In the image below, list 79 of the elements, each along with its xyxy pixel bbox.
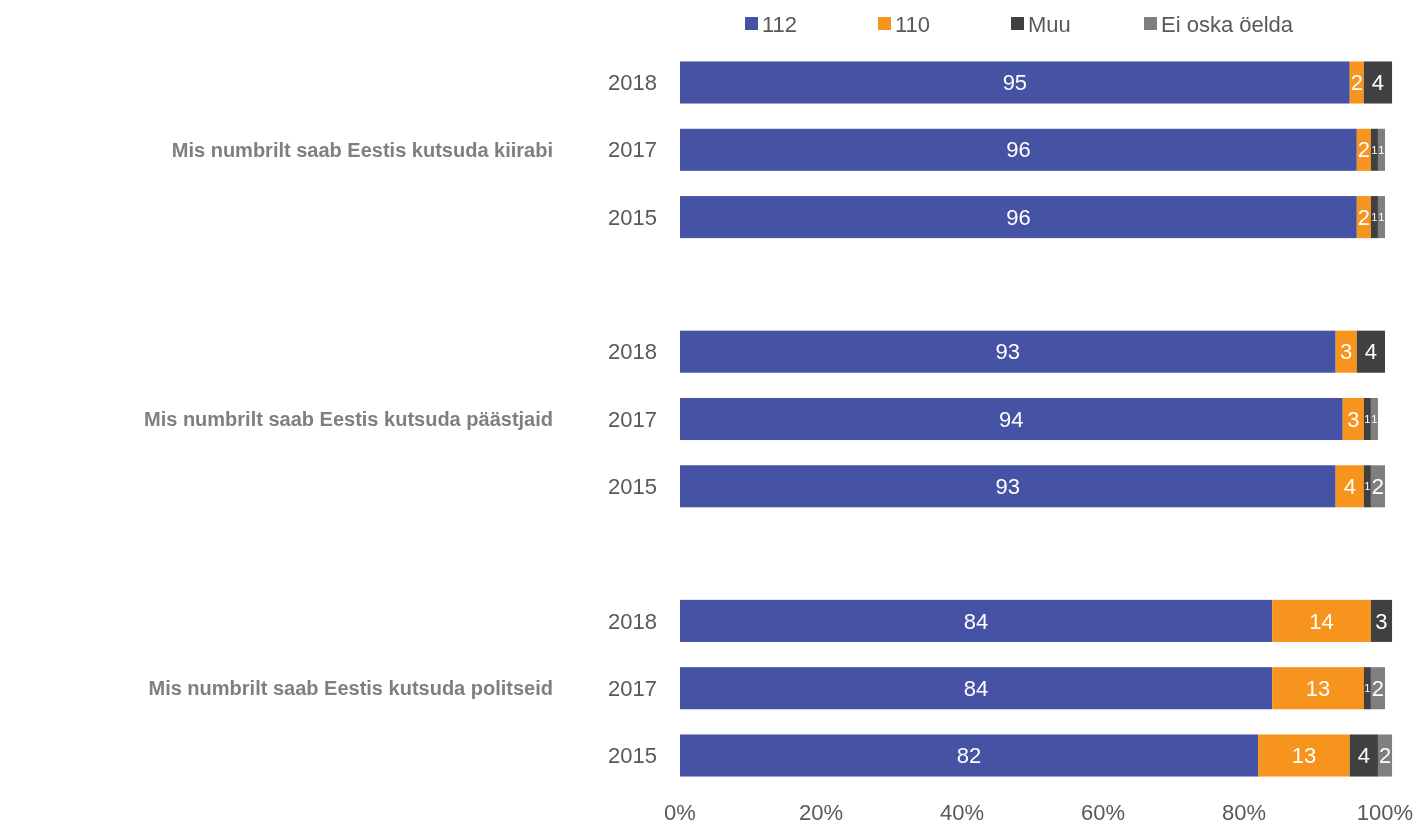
text: Mis numbrilt saab Eestis kutsuda politseid	[148, 677, 553, 700]
bar	[1335, 465, 1364, 508]
bar	[1363, 397, 1371, 441]
data-label: 93	[995, 339, 1021, 365]
x-tick-label: 40%	[939, 800, 985, 825]
data-label: 93	[995, 474, 1021, 499]
bar	[1370, 128, 1378, 171]
bar	[680, 599, 1273, 642]
bar	[680, 397, 1343, 441]
bar	[1272, 599, 1371, 642]
legend-label: 110	[895, 11, 931, 37]
y-tick-label: 2015	[608, 743, 657, 769]
data-label: 4	[1357, 743, 1370, 769]
data-label: 1	[1371, 412, 1378, 425]
bar	[680, 667, 1273, 710]
y-tick-label: 2015	[608, 474, 657, 499]
data-label: 96	[1006, 204, 1031, 230]
y-tick-label: 2017	[608, 675, 657, 701]
bar	[1272, 667, 1364, 710]
data-label: 1	[1364, 682, 1371, 695]
data-label: 1	[1378, 211, 1385, 224]
bar	[680, 330, 1336, 373]
legend-label: Muu	[1028, 11, 1071, 37]
data-label: 1	[1364, 412, 1371, 425]
x-tick-label: 80%	[1221, 800, 1267, 825]
bar	[1370, 196, 1378, 239]
data-label: 96	[1006, 137, 1031, 163]
data-label: 2	[1350, 70, 1363, 96]
data-label: 4	[1343, 474, 1356, 499]
data-label: 82	[956, 743, 982, 769]
data-label: 1	[1371, 143, 1378, 156]
bar	[680, 196, 1357, 239]
y-tick-label: 2015	[608, 204, 657, 230]
bar	[680, 128, 1357, 171]
x-tick-label: 100%	[1356, 800, 1414, 825]
legend-label: 112	[762, 11, 798, 37]
data-label: 84	[963, 608, 989, 634]
data-label: 1	[1364, 480, 1371, 493]
bar	[1363, 465, 1371, 508]
data-label: 2	[1378, 743, 1392, 769]
y-tick-label: 2018	[608, 608, 657, 634]
bar	[1370, 397, 1378, 441]
data-label: 1	[1371, 211, 1378, 224]
bar	[680, 734, 1259, 777]
data-label: 4	[1371, 70, 1385, 96]
y-tick-label: 2018	[608, 339, 657, 365]
bar	[1377, 196, 1385, 239]
data-label: 13	[1291, 743, 1317, 769]
legend-label: Ei oska öelda	[1161, 11, 1294, 37]
x-tick-label: 0%	[664, 800, 696, 825]
data-label: 2	[1357, 204, 1370, 230]
bar	[680, 465, 1336, 508]
text: Mis numbrilt saab Eestis kutsuda päästjaid	[143, 408, 553, 430]
data-label: 4	[1364, 339, 1378, 365]
bar	[1377, 128, 1385, 171]
bar	[680, 61, 1350, 104]
data-label: 2	[1357, 137, 1370, 163]
text: Mis numbrilt saab Eestis kutsuda kiirabi	[171, 138, 553, 161]
data-label: 1	[1378, 143, 1385, 156]
data-label: 3	[1340, 339, 1353, 365]
data-label: 94	[999, 406, 1024, 432]
x-tick-label: 20%	[798, 800, 844, 825]
bar	[1349, 734, 1378, 777]
y-tick-label: 2017	[608, 137, 657, 163]
bar	[1356, 330, 1385, 373]
bar	[1258, 734, 1350, 777]
data-label: 14	[1309, 608, 1334, 634]
bar	[1363, 667, 1371, 710]
data-label: 3	[1375, 608, 1388, 634]
bar	[1363, 61, 1393, 104]
data-label: 3	[1347, 406, 1360, 432]
data-label: 2	[1371, 474, 1385, 499]
y-tick-label: 2017	[608, 406, 657, 432]
data-label: 2	[1371, 675, 1385, 701]
data-label: 95	[1002, 70, 1028, 96]
y-tick-label: 2018	[608, 70, 657, 96]
data-label: 84	[963, 675, 989, 701]
data-label: 13	[1305, 675, 1331, 701]
x-tick-label: 60%	[1080, 800, 1126, 825]
